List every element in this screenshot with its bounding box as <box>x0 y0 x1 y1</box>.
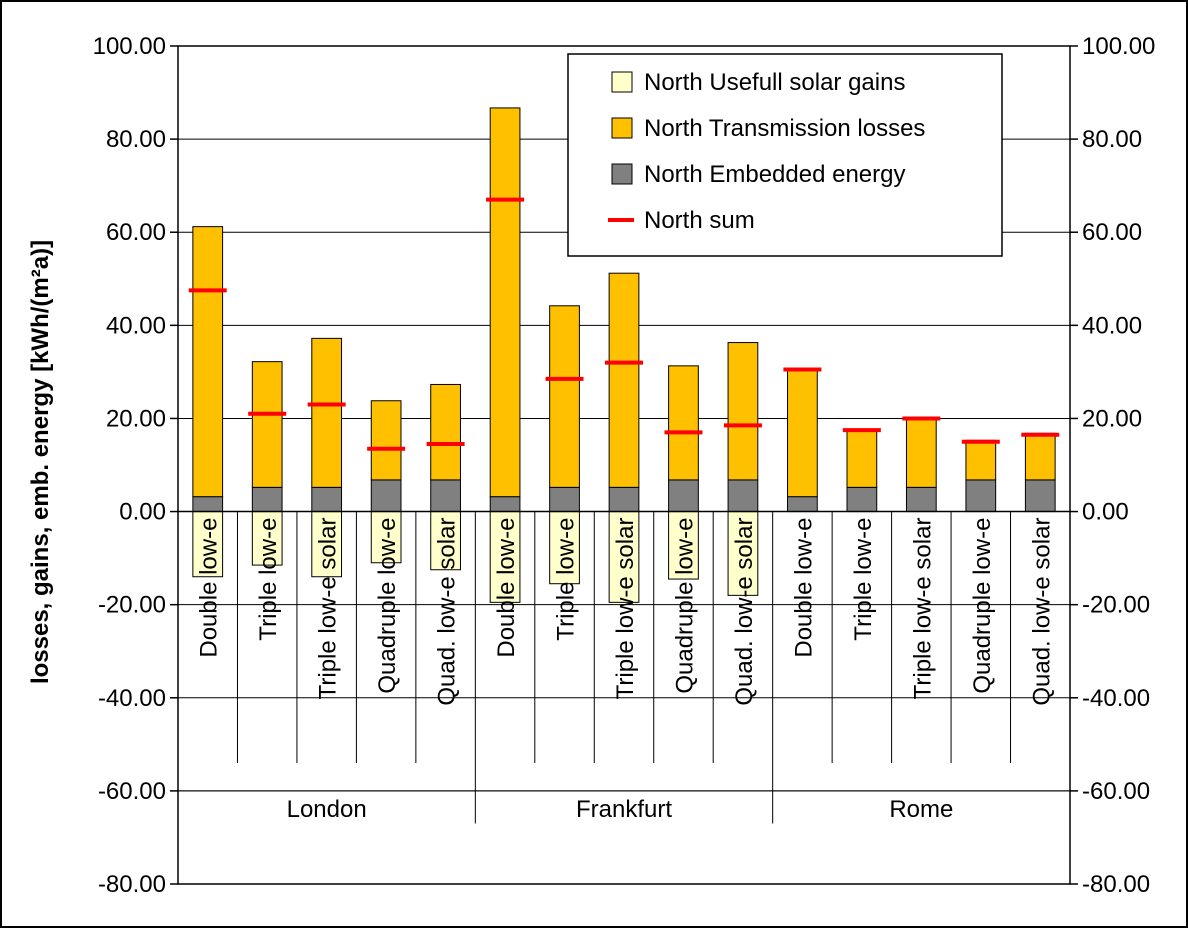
y-tick-label-right: -40.00 <box>1082 685 1150 712</box>
bar-embedded-energy <box>192 496 224 513</box>
y-tick-label-left: -20.00 <box>98 592 166 619</box>
bar-embedded-energy <box>549 486 580 513</box>
bar-solar-gains <box>192 511 224 578</box>
y-tick-label-left: 100.00 <box>93 33 166 60</box>
bar-solar-gains <box>370 511 402 564</box>
y-tick-label-right: 40.00 <box>1082 312 1142 339</box>
legend-label: North Usefull solar gains <box>644 69 905 96</box>
bar-embedded-energy <box>727 479 759 513</box>
bar-transmission-losses <box>192 226 224 498</box>
bar-transmission-losses <box>311 337 343 488</box>
y-tick-label-right: 100.00 <box>1082 33 1155 60</box>
category-label: Quad. low-e solar <box>1028 518 1055 706</box>
bar-embedded-energy <box>905 486 937 513</box>
category-label: Triple low-e solar <box>612 518 639 700</box>
legend-swatch <box>611 71 633 93</box>
y-tick-label-right: 20.00 <box>1082 405 1142 432</box>
category-label: Triple low-e <box>553 518 580 641</box>
bar-transmission-losses <box>489 107 521 498</box>
category-label: Double low-e <box>196 518 223 658</box>
y-axis-label: losses, gains, emb. energy [kWh/(m²a)] <box>27 240 54 684</box>
bar-embedded-energy <box>1024 479 1056 513</box>
group-label: Frankfurt <box>576 796 672 823</box>
bar-embedded-energy <box>489 496 521 513</box>
group-label: London <box>287 796 367 823</box>
bar-solar-gains <box>430 511 461 571</box>
category-label: Double low-e <box>790 518 817 658</box>
bar-solar-gains <box>489 511 521 603</box>
bar-transmission-losses <box>905 417 937 488</box>
bar-embedded-energy <box>668 479 699 513</box>
bar-embedded-energy <box>608 486 640 513</box>
bar-solar-gains <box>311 511 343 578</box>
bar-solar-gains <box>727 511 759 596</box>
category-label: Triple low-e <box>850 518 877 641</box>
bar-embedded-energy <box>251 486 283 513</box>
axes <box>170 45 1078 885</box>
bar-embedded-energy <box>311 486 343 513</box>
category-label: Quad. low-e solar <box>434 518 461 706</box>
y-tick-label-left: -80.00 <box>98 871 166 898</box>
bar-transmission-losses <box>251 361 283 488</box>
category-label: Triple low-e solar <box>315 518 342 700</box>
y-tick-label-right: 0.00 <box>1082 499 1129 526</box>
bar-transmission-losses <box>1024 432 1056 481</box>
legend-swatch <box>611 117 633 139</box>
y-tick-label-left: 60.00 <box>106 219 166 246</box>
legend: North Usefull solar gains North Transmiss… <box>567 53 1003 257</box>
bar-transmission-losses <box>965 439 997 481</box>
tick-labels: 100.00 100.00 80.00 80.00 60.00 60.00 40.00 40.… <box>93 33 1156 898</box>
bar-transmission-losses <box>430 383 461 481</box>
category-label: Triple low-e <box>255 518 282 641</box>
category-label: Triple low-e solar <box>909 518 936 700</box>
bars <box>188 107 1060 603</box>
bar-transmission-losses <box>370 400 402 481</box>
plot-area <box>177 45 1071 885</box>
legend-label: North Embedded energy <box>644 161 906 188</box>
legend-swatch <box>611 163 633 185</box>
bar-transmission-losses <box>727 342 759 481</box>
y-tick-label-left: -40.00 <box>98 685 166 712</box>
bar-transmission-losses <box>608 272 640 488</box>
y-tick-label-right: 80.00 <box>1082 126 1142 153</box>
bar-transmission-losses <box>549 305 580 488</box>
legend-label: North Transmission losses <box>644 115 925 142</box>
category-label: Double low-e <box>493 518 520 658</box>
y-tick-label-right: -80.00 <box>1082 871 1150 898</box>
category-labels: Double low-e Triple low-e Triple low-e sol… <box>196 518 1056 823</box>
category-label: Quadruple low-e <box>374 518 401 694</box>
y-tick-label-right: 60.00 <box>1082 219 1142 246</box>
bar-solar-gains <box>608 511 640 603</box>
category-label: Quadruple low-e <box>969 518 996 694</box>
y-tick-label-right: -60.00 <box>1082 778 1150 805</box>
y-tick-label-left: 0.00 <box>119 499 166 526</box>
legend-box <box>567 53 1003 257</box>
category-label: Quadruple low-e <box>671 518 698 694</box>
y-tick-label-left: 20.00 <box>106 405 166 432</box>
bar-embedded-energy <box>965 479 997 513</box>
bar-embedded-energy <box>370 479 402 513</box>
y-tick-label-left: 40.00 <box>106 312 166 339</box>
bar-embedded-energy <box>430 479 461 513</box>
y-tick-label-left: 80.00 <box>106 126 166 153</box>
y-tick-label-left: -60.00 <box>98 778 166 805</box>
category-label: Quad. low-e solar <box>731 518 758 706</box>
bar-solar-gains <box>549 511 580 585</box>
bar-transmission-losses <box>846 428 878 488</box>
bar-embedded-energy <box>846 486 878 513</box>
group-label: Rome <box>889 796 953 823</box>
bar-transmission-losses <box>787 368 818 498</box>
bar-embedded-energy <box>787 496 818 513</box>
legend-label: North sum <box>644 207 755 234</box>
y-tick-label-right: -20.00 <box>1082 592 1150 619</box>
bar-transmission-losses <box>668 365 699 481</box>
bar-solar-gains <box>668 511 699 580</box>
